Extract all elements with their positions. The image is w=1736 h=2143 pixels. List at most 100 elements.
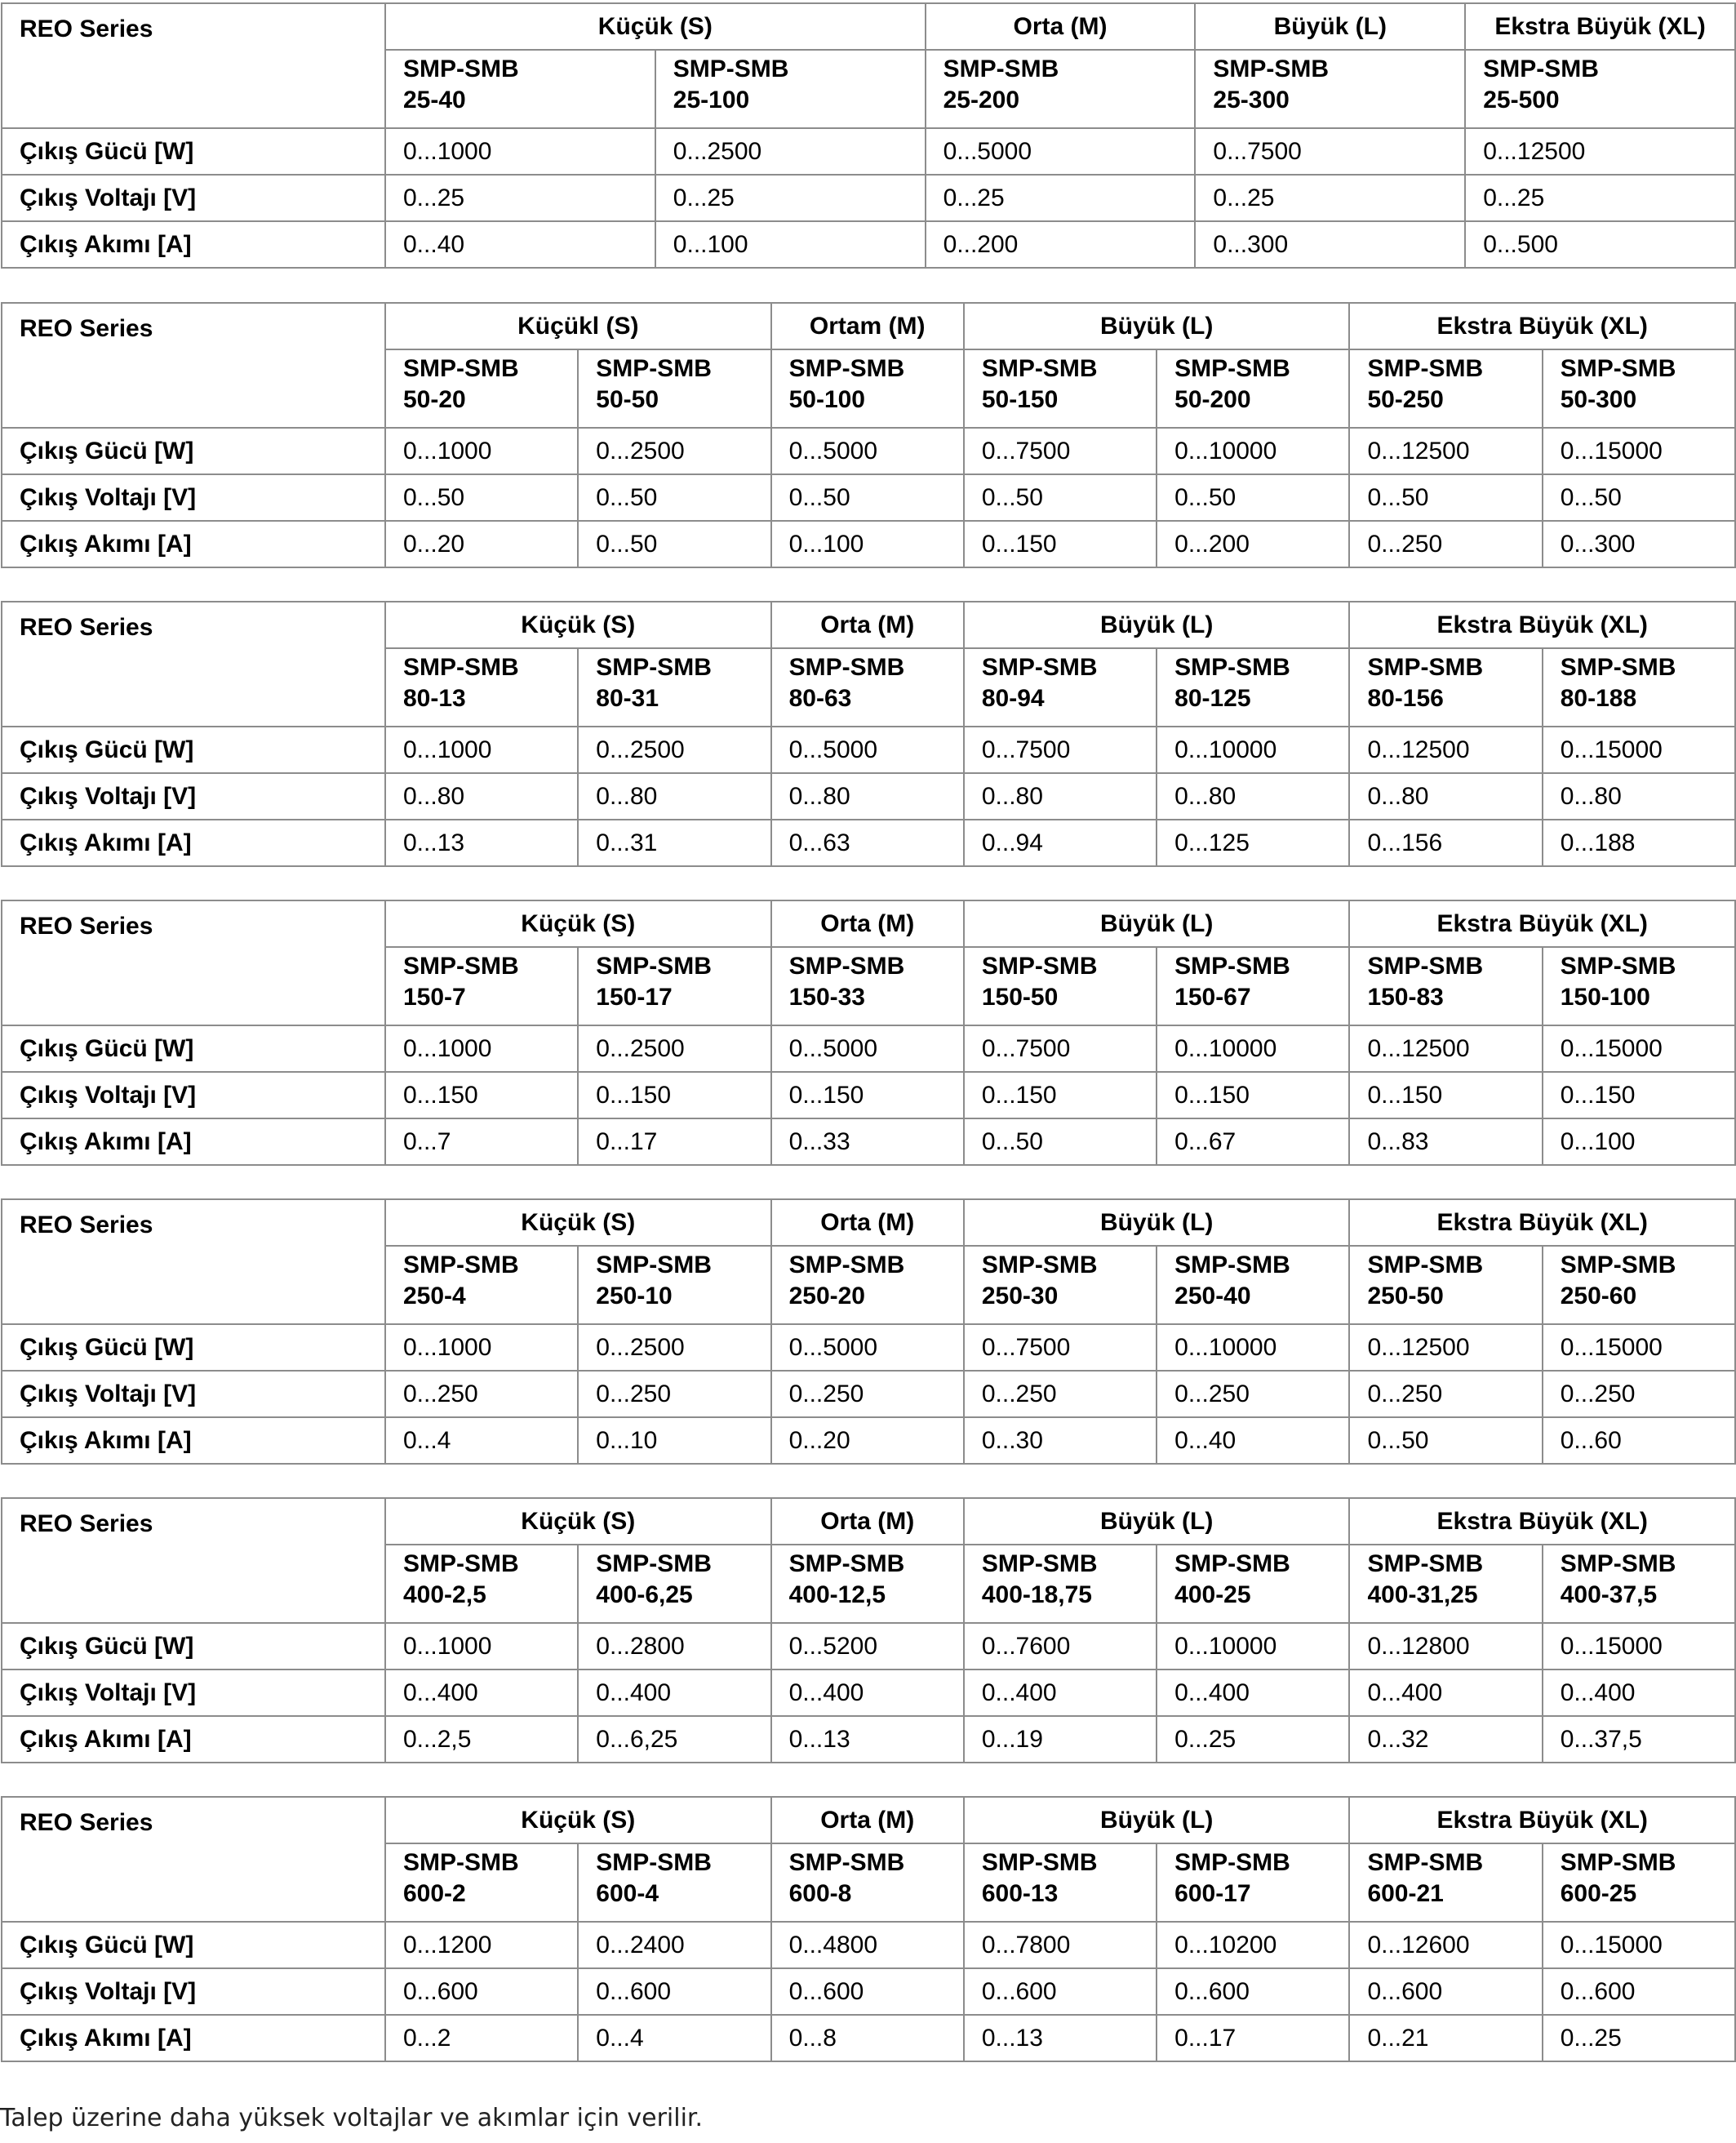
power-value-cell: 0...5000 — [770, 1025, 965, 1073]
series-label: REO Series — [1, 1198, 386, 1325]
model-cell: SMP-SMB 150-50 — [962, 946, 1158, 1026]
model-cell: SMP-SMB 400-12,5 — [770, 1544, 965, 1624]
model-cell: SMP-SMB 80-63 — [770, 647, 965, 727]
voltage-value-cell: 0...80 — [1541, 772, 1736, 820]
power-value-cell: 0...15000 — [1541, 1323, 1736, 1372]
voltage-value-cell: 0...50 — [770, 474, 965, 522]
row-label-voltage: Çıkış Voltajı [V] — [1, 1967, 386, 2016]
voltage-value-cell: 0...400 — [384, 1669, 579, 1717]
model-cell: SMP-SMB 600-25 — [1541, 1843, 1736, 1923]
voltage-value-cell: 0...25 — [1464, 174, 1736, 222]
model-number: 80-31 — [596, 685, 659, 712]
model-cell: SMP-SMB 600-8 — [770, 1843, 965, 1923]
model-number: 600-17 — [1174, 1880, 1251, 1907]
model-cell: SMP-SMB 150-33 — [770, 946, 965, 1026]
power-value-cell: 0...2500 — [577, 1323, 772, 1372]
voltage-value-cell: 0...150 — [384, 1071, 579, 1119]
row-label-current: Çıkış Akımı [A] — [1, 1416, 386, 1465]
table-row-power: Çıkış Gücü [W] 0...1000 0...2500 0...5000 0.… — [1, 726, 1736, 774]
table-row-voltage: Çıkış Voltajı [V] 0...400 0...400 0...400 0.… — [1, 1669, 1736, 1717]
table-row-power: Çıkış Gücü [W] 0...1000 0...2800 0...5200 0.… — [1, 1622, 1736, 1670]
current-value-cell: 0...300 — [1194, 220, 1467, 269]
table-header-row: REO Series Küçük (S) Orta (M) Büyük (L) Ekst… — [1, 601, 1736, 727]
power-value-cell: 0...12800 — [1348, 1622, 1543, 1670]
power-value-cell: 0...10000 — [1156, 726, 1351, 774]
model-number: 400-6,25 — [596, 1581, 693, 1608]
current-value-cell: 0...188 — [1541, 819, 1736, 867]
model-cell: SMP-SMB 250-4 — [384, 1245, 579, 1325]
current-value-cell: 0...50 — [962, 1118, 1158, 1166]
voltage-value-cell: 0...80 — [1156, 772, 1351, 820]
current-value-cell: 0...63 — [770, 819, 965, 867]
current-value-cell: 0...83 — [1348, 1118, 1543, 1166]
table-header-row: REO Series Küçükl (S) Ortam (M) Büyük (L) Ek… — [1, 302, 1736, 429]
model-cell: SMP-SMB 80-125 — [1156, 647, 1351, 727]
model-number: 400-31,25 — [1367, 1581, 1478, 1608]
model-number: 600-25 — [1560, 1880, 1637, 1907]
power-value-cell: 0...5000 — [770, 1323, 965, 1372]
row-label-voltage: Çıkış Voltajı [V] — [1, 1669, 386, 1717]
voltage-value-cell: 0...80 — [1348, 772, 1543, 820]
model-prefix: SMP-SMB — [403, 1550, 519, 1577]
model-prefix: SMP-SMB — [403, 654, 519, 681]
model-row: SMP-SMB 400-2,5 SMP-SMB 400-6,25 SMP-SMB 400-… — [2, 1544, 1736, 1624]
voltage-value-cell: 0...400 — [1541, 1669, 1736, 1717]
power-value-cell: 0...10000 — [1156, 1323, 1351, 1372]
table-header-row: REO Series Küçük (S) Orta (M) Büyük (L) Ekst… — [1, 1497, 1736, 1624]
model-cell: SMP-SMB 400-2,5 — [384, 1544, 579, 1624]
size-group-header: Büyük (L) — [962, 900, 1351, 948]
size-group-header: Ekstra Büyük (XL) — [1348, 900, 1736, 948]
model-prefix: SMP-SMB — [403, 355, 519, 382]
model-prefix: SMP-SMB — [788, 1849, 905, 1876]
power-value-cell: 0...7600 — [962, 1622, 1158, 1670]
table-row-power: Çıkış Gücü [W] 0...1000 0...2500 0...5000 0.… — [1, 1025, 1736, 1073]
model-row: SMP-SMB 150-7 SMP-SMB 150-17 SMP-SMB 150-33 SM… — [2, 946, 1736, 1026]
model-prefix: SMP-SMB — [1367, 1849, 1484, 1876]
power-value-cell: 0...12500 — [1348, 1025, 1543, 1073]
table-header-row: REO Series Küçük (S) Orta (M) Büyük (L) Ekst… — [1, 1198, 1736, 1325]
series-label: REO Series — [1, 302, 386, 429]
voltage-value-cell: 0...250 — [770, 1370, 965, 1418]
power-value-cell: 0...15000 — [1541, 427, 1736, 475]
voltage-value-cell: 0...250 — [962, 1370, 1158, 1418]
voltage-value-cell: 0...400 — [962, 1669, 1158, 1717]
voltage-value-cell: 0...80 — [962, 772, 1158, 820]
size-group-header: Büyük (L) — [962, 1796, 1351, 1844]
voltage-value-cell: 0...600 — [384, 1967, 579, 2016]
model-prefix: SMP-SMB — [596, 1849, 712, 1876]
model-prefix: SMP-SMB — [788, 355, 905, 382]
model-number: 50-200 — [1174, 386, 1251, 413]
voltage-value-cell: 0...400 — [770, 1669, 965, 1717]
voltage-value-cell: 0...50 — [1541, 474, 1736, 522]
voltage-value-cell: 0...400 — [577, 1669, 772, 1717]
model-prefix: SMP-SMB — [596, 654, 712, 681]
model-number: 25-100 — [673, 87, 750, 113]
current-value-cell: 0...250 — [1348, 520, 1543, 568]
model-number: 600-8 — [788, 1880, 852, 1907]
series-label: REO Series — [1, 1497, 386, 1624]
power-value-cell: 0...7500 — [962, 427, 1158, 475]
spec-table: REO Series Küçük (S) Orta (M) Büyük (L) Ekst… — [1, 900, 1736, 1166]
table-row-power: Çıkış Gücü [W] 0...1000 0...2500 0...5000 0.… — [1, 1323, 1736, 1372]
model-prefix: SMP-SMB — [981, 355, 1098, 382]
model-number: 150-83 — [1367, 984, 1444, 1011]
table-row-current: Çıkış Akımı [A] 0...20 0...50 0...100 0...15… — [1, 520, 1736, 568]
current-value-cell: 0...100 — [654, 220, 926, 269]
model-prefix: SMP-SMB — [1367, 1550, 1484, 1577]
row-label-power: Çıkış Gücü [W] — [1, 127, 386, 176]
model-cell: SMP-SMB 400-6,25 — [577, 1544, 772, 1624]
model-row: SMP-SMB 250-4 SMP-SMB 250-10 SMP-SMB 250-20 SM… — [2, 1245, 1736, 1325]
current-value-cell: 0...50 — [577, 520, 772, 568]
model-number: 600-21 — [1367, 1880, 1444, 1907]
model-number: 250-50 — [1367, 1283, 1444, 1309]
model-cell: SMP-SMB 250-30 — [962, 1245, 1158, 1325]
model-number: 250-20 — [788, 1283, 865, 1309]
model-prefix: SMP-SMB — [981, 1849, 1098, 1876]
current-value-cell: 0...25 — [1156, 1715, 1351, 1763]
voltage-value-cell: 0...600 — [962, 1967, 1158, 2016]
power-value-cell: 0...12500 — [1464, 127, 1736, 176]
model-cell: SMP-SMB 250-40 — [1156, 1245, 1351, 1325]
table-row-voltage: Çıkış Voltajı [V] 0...150 0...150 0...150 0.… — [1, 1071, 1736, 1119]
voltage-value-cell: 0...50 — [577, 474, 772, 522]
voltage-value-cell: 0...400 — [1156, 1669, 1351, 1717]
